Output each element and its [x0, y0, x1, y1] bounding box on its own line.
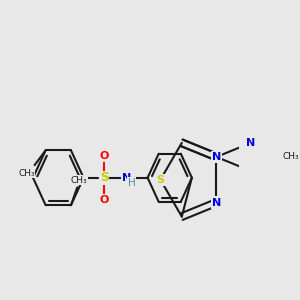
Text: CH₃: CH₃ — [283, 152, 299, 160]
Text: N: N — [122, 173, 131, 183]
Text: O: O — [100, 194, 109, 205]
Text: O: O — [100, 151, 109, 161]
Text: CH₃: CH₃ — [18, 169, 35, 178]
Text: H: H — [128, 178, 136, 188]
Text: CH₃: CH₃ — [70, 176, 87, 185]
Text: S: S — [156, 175, 164, 185]
Text: N: N — [246, 138, 256, 148]
Text: N: N — [212, 197, 221, 208]
Text: S: S — [100, 171, 109, 184]
Text: N: N — [212, 152, 221, 162]
Text: N: N — [212, 152, 221, 162]
